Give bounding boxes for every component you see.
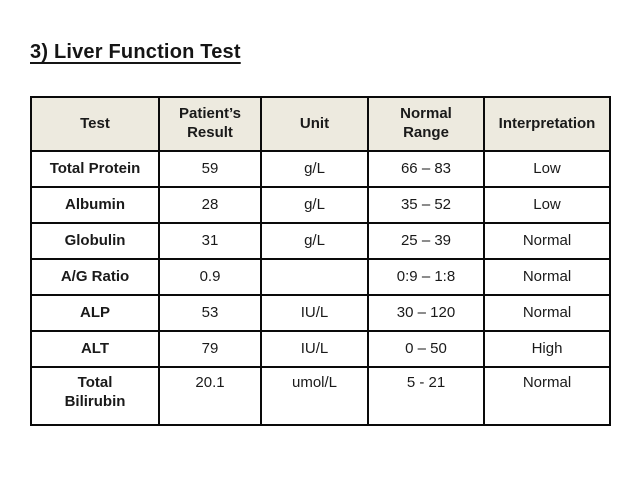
cell-test: A/G Ratio [30, 258, 160, 296]
column-header-unit: Unit [260, 96, 369, 152]
table-row: ALP 53 IU/L 30 – 120 Normal [30, 294, 611, 332]
cell-test: Globulin [30, 222, 160, 260]
cell-interpretation: Normal [483, 258, 611, 296]
cell-unit: umol/L [260, 366, 369, 426]
cell-unit [260, 258, 369, 296]
column-header-test: Test [30, 96, 160, 152]
cell-result: 53 [158, 294, 262, 332]
cell-range: 30 – 120 [367, 294, 485, 332]
table-row: ALT 79 IU/L 0 – 50 High [30, 330, 611, 368]
cell-test: Total Protein [30, 150, 160, 188]
cell-test: ALP [30, 294, 160, 332]
cell-result: 20.1 [158, 366, 262, 426]
cell-unit: g/L [260, 222, 369, 260]
cell-interpretation: Normal [483, 366, 611, 426]
cell-interpretation: High [483, 330, 611, 368]
column-header-patients-result: Patient’s Result [158, 96, 262, 152]
table-row: Globulin 31 g/L 25 – 39 Normal [30, 222, 611, 260]
column-header-interpretation-label: Interpretation [498, 114, 596, 132]
cell-result: 59 [158, 150, 262, 188]
cell-range: 35 – 52 [367, 186, 485, 224]
cell-interpretation: Normal [483, 222, 611, 260]
cell-unit: g/L [260, 186, 369, 224]
table-row: Total Bilirubin 20.1 umol/L 5 - 21 Norma… [30, 366, 611, 426]
table-header-row: Test Patient’s Result Unit Normal Range … [30, 96, 611, 152]
cell-range: 5 - 21 [367, 366, 485, 426]
cell-result: 79 [158, 330, 262, 368]
column-header-normal-range: Normal Range [367, 96, 485, 152]
column-header-unit-label: Unit [299, 114, 330, 132]
cell-range: 25 – 39 [367, 222, 485, 260]
cell-range: 0 – 50 [367, 330, 485, 368]
cell-interpretation: Normal [483, 294, 611, 332]
liver-function-test-table: Test Patient’s Result Unit Normal Range … [30, 96, 611, 426]
table-row: A/G Ratio 0.9 0:9 – 1:8 Normal [30, 258, 611, 296]
cell-range: 0:9 – 1:8 [367, 258, 485, 296]
page-title: 3) Liver Function Test [30, 41, 241, 63]
column-header-patients-result-label: Patient’s Result [179, 105, 241, 141]
cell-result: 28 [158, 186, 262, 224]
cell-test: Total Bilirubin [30, 366, 160, 426]
cell-test-label: Total Bilirubin [64, 374, 126, 410]
column-header-interpretation: Interpretation [483, 96, 611, 152]
cell-test: Albumin [30, 186, 160, 224]
cell-test: ALT [30, 330, 160, 368]
cell-interpretation: Low [483, 186, 611, 224]
column-header-normal-range-label: Normal Range [400, 105, 452, 141]
cell-unit: g/L [260, 150, 369, 188]
cell-interpretation: Low [483, 150, 611, 188]
table-row: Total Protein 59 g/L 66 – 83 Low [30, 150, 611, 188]
cell-unit: IU/L [260, 294, 369, 332]
cell-result: 31 [158, 222, 262, 260]
cell-unit: IU/L [260, 330, 369, 368]
cell-result: 0.9 [158, 258, 262, 296]
cell-range: 66 – 83 [367, 150, 485, 188]
table-row: Albumin 28 g/L 35 – 52 Low [30, 186, 611, 224]
column-header-test-label: Test [80, 114, 110, 132]
